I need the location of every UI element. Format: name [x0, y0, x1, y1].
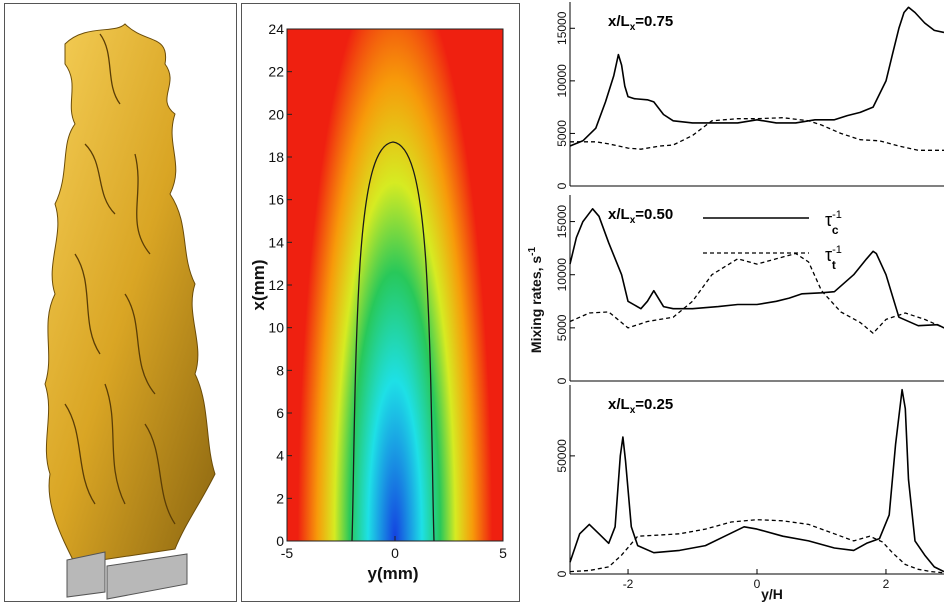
ytick-label: 0 [555, 377, 569, 384]
contour-ytick-label: 4 [276, 448, 284, 464]
panel-c-mixing-rates: Mixing rates, s-1 y/H 0 5000 10000 15000 x/L… [527, 0, 944, 603]
contour-line [351, 141, 435, 542]
subplot-title: x/Lx=0.25 [608, 396, 673, 416]
subplot-2: 0 5000 10000 15000 x/Lx=0.50 [555, 195, 944, 384]
series-line-solid [569, 208, 944, 329]
contour-xlabel: y(mm) [367, 564, 418, 583]
xtick-label: -2 [623, 577, 634, 591]
series-line-solid [569, 6, 944, 147]
contour-ytick-label: 12 [268, 277, 284, 293]
contour-x-axis: -5 0 5 [281, 536, 507, 561]
ytick-label: 15000 [555, 11, 569, 45]
isosurface-image [44, 23, 216, 600]
contour-field [287, 29, 503, 541]
xtick-label: 2 [883, 577, 890, 591]
ytick-label: 0 [555, 570, 569, 577]
subplot-3: 0 50000 -2 0 2 x/Lx=0.25 [555, 385, 944, 591]
legend: τ-1 c τ-1 t [703, 209, 842, 272]
contour-ytick-label: 14 [268, 234, 284, 250]
ytick-label: 5000 [555, 314, 569, 341]
contour-ytick-label: 6 [276, 405, 284, 421]
ytick-label: 50000 [555, 439, 569, 473]
contour-ytick-label: 16 [268, 192, 284, 208]
ytick-label: 10000 [555, 258, 569, 292]
contour-ytick-label: 0 [276, 533, 284, 549]
series-line-dashed [569, 519, 944, 574]
panel-a-isosurface [4, 3, 237, 602]
contour-xtick-label: 5 [499, 545, 507, 561]
xtick-label: 0 [754, 577, 761, 591]
ytick-label: 0 [555, 182, 569, 189]
contour-ytick-label: 24 [268, 21, 284, 37]
contour-xtick-label: 0 [391, 545, 399, 561]
panel-b-contour: 0 2 4 6 8 10 12 14 16 18 20 22 24 -5 0 5 y(mm) x(mm) [241, 3, 520, 602]
contour-ytick-label: 22 [268, 64, 284, 80]
mixing-rate-ylabel: Mixing rates, s-1 [527, 246, 544, 353]
contour-ytick-label: 20 [268, 106, 284, 122]
ytick-label: 15000 [555, 205, 569, 239]
contour-ytick-label: 8 [276, 362, 284, 378]
ytick-label: 5000 [555, 120, 569, 147]
subplot-title: x/Lx=0.50 [608, 206, 673, 226]
legend-dashed-label: τ-1 t [825, 244, 842, 272]
contour-ytick-label: 2 [276, 490, 284, 506]
series-line-dashed [569, 252, 944, 334]
subplot-1: 0 5000 10000 15000 x/Lx=0.75 [555, 2, 944, 189]
legend-solid-label: τ-1 c [825, 209, 842, 237]
contour-ytick-label: 10 [268, 320, 284, 336]
subplot-title: x/Lx=0.75 [608, 13, 673, 33]
contour-ytick-label: 18 [268, 149, 284, 165]
series-line-solid [569, 388, 944, 573]
mixing-rate-xlabel: y/H [761, 586, 783, 602]
contour-xtick-label: -5 [281, 545, 294, 561]
contour-ylabel: x(mm) [249, 259, 268, 310]
ytick-label: 10000 [555, 64, 569, 98]
series-line-dashed [570, 117, 944, 151]
mixing-rate-plots: Mixing rates, s-1 y/H 0 5000 10000 15000 x/L… [527, 2, 944, 602]
